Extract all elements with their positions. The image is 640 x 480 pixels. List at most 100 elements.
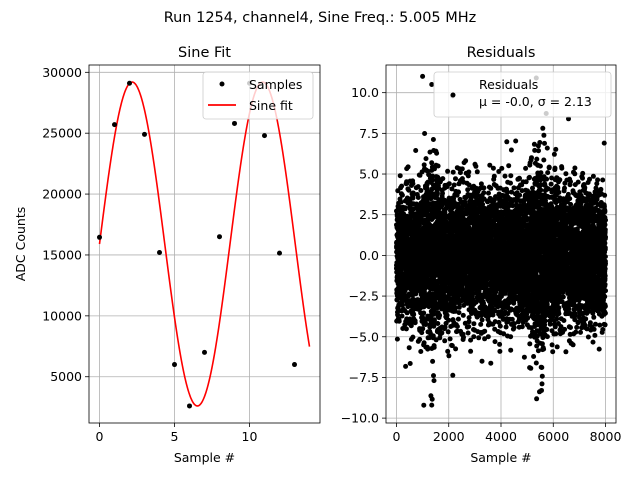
residual-point (407, 361, 413, 366)
residual-point (465, 187, 471, 193)
sample-point (217, 234, 222, 240)
residual-point (499, 165, 505, 171)
residual-point (403, 326, 409, 332)
residual-point (442, 338, 448, 344)
residual-point (410, 181, 416, 187)
residual-point (466, 319, 472, 325)
residual-point (479, 317, 485, 323)
residual-point (405, 164, 411, 170)
residual-point (417, 336, 423, 342)
residual-point (511, 185, 517, 191)
residual-point (481, 190, 487, 196)
residual-point (421, 310, 427, 316)
residual-point (429, 396, 435, 402)
residual-point (466, 182, 472, 188)
residual-point (431, 378, 437, 384)
sine-fit-legend: Samples Sine fit (202, 71, 314, 120)
residual-point (413, 148, 419, 153)
residual-point (410, 195, 416, 201)
residuals-axes: 0 2000 4000 6000 8000−10.0−7.5−5.0−2.50.02.5… (341, 45, 622, 465)
residual-point (406, 187, 412, 193)
residual-point (413, 291, 419, 297)
residual-point (394, 336, 400, 342)
sample-point (232, 120, 237, 126)
sine-fit-ylabel: ADC Counts (13, 207, 28, 282)
residual-point (399, 192, 405, 198)
residual-point (425, 346, 431, 352)
residual-point (508, 173, 514, 179)
residual-point (419, 330, 425, 336)
sample-point (292, 362, 297, 368)
residual-point (482, 328, 488, 334)
residual-point (449, 343, 455, 349)
residual-point (473, 299, 479, 305)
residual-point (435, 321, 441, 326)
sample-point (112, 122, 117, 128)
residual-point (491, 173, 497, 179)
sine-fit-data (97, 80, 311, 409)
residual-point (450, 169, 456, 175)
residual-point (430, 173, 435, 179)
residual-point (437, 312, 443, 318)
residual-point (421, 162, 427, 168)
sine-fit-xlabel: Sample # (174, 450, 235, 465)
sine-fit-frame (88, 64, 321, 424)
residual-point (449, 186, 455, 192)
sample-point (172, 362, 177, 368)
residual-point (508, 147, 514, 153)
residual-point (471, 321, 477, 327)
residual-point (463, 158, 469, 164)
residual-point (487, 162, 493, 168)
suptitle: Run 1254, channel4, Sine Freq.: 5.005 MH… (164, 10, 477, 26)
residual-point (519, 324, 525, 330)
residual-point (504, 139, 510, 145)
residual-point (447, 336, 453, 342)
residual-point (478, 181, 484, 187)
residual-point (445, 329, 451, 335)
residual-point (508, 180, 513, 186)
residual-point (410, 190, 416, 196)
residual-point (482, 336, 488, 342)
residual-point (434, 191, 440, 197)
sample-point (127, 80, 132, 86)
residual-point (429, 160, 435, 166)
residual-point (399, 313, 405, 319)
residual-point (516, 176, 522, 182)
residual-point (418, 349, 424, 354)
residual-point (397, 173, 403, 179)
residual-point (421, 340, 427, 346)
residual-point (508, 347, 514, 353)
residual-point (465, 173, 471, 179)
residual-point (488, 185, 494, 191)
residual-point (459, 166, 465, 172)
residual-point (423, 322, 429, 327)
sample-point (142, 131, 147, 137)
residual-point (456, 304, 462, 310)
sample-point (187, 403, 192, 409)
residual-point (497, 348, 503, 354)
residual-point (435, 163, 441, 169)
residual-point (466, 169, 472, 175)
residual-point (403, 363, 409, 369)
residual-point (423, 317, 429, 323)
residual-point (468, 337, 474, 343)
residual-point (440, 176, 446, 182)
residual-point (412, 320, 418, 326)
residual-point (453, 176, 458, 182)
residual-point (492, 339, 498, 345)
residual-point (497, 323, 503, 329)
residual-point (517, 192, 523, 198)
legend-sine-fit-label: Sine fit (249, 98, 293, 113)
residual-point (415, 195, 421, 200)
residual-point (454, 324, 460, 329)
residual-point (456, 189, 461, 195)
residual-point (439, 330, 445, 336)
residual-point (404, 310, 410, 316)
residual-point (457, 170, 463, 176)
residual-point (506, 163, 512, 169)
residual-point (398, 199, 404, 205)
residual-point (453, 346, 459, 352)
sine-fit-xtick-label: 5 (171, 429, 179, 444)
